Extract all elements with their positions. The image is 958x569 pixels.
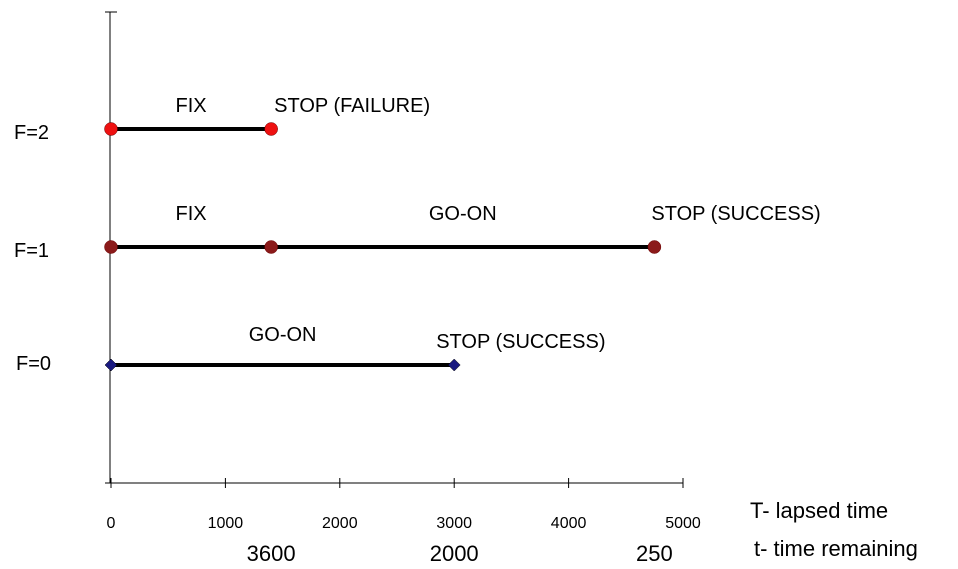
row-label: F=1: [14, 240, 49, 262]
circle-marker: [104, 240, 118, 254]
diamond-marker: [447, 358, 461, 372]
endpoint-label: STOP (FAILURE): [274, 95, 430, 117]
endpoint-label: STOP (SUCCESS): [436, 331, 605, 353]
row-f-2: F=2 FIX STOP (FAILURE): [14, 95, 430, 144]
row-f-1: F=1 FIX GO-ON STOP (SUCCESS): [14, 203, 821, 262]
circle-marker: [647, 240, 662, 254]
x-tick-label: 5000: [665, 515, 701, 532]
segment-label: FIX: [176, 95, 207, 117]
row-label: F=2: [14, 122, 49, 144]
row-label: F=0: [16, 353, 51, 375]
time-remaining-label: 250: [636, 541, 673, 566]
x-tick-label: 0: [107, 515, 116, 532]
x-axis-title: T- lapsed time: [750, 498, 888, 523]
segment-label: GO-ON: [429, 203, 497, 225]
secondary-ticks: 3600 2000 250: [247, 541, 673, 566]
time-remaining-label: 2000: [430, 541, 479, 566]
segment-label: FIX: [176, 203, 207, 225]
secondary-axis-title: t- time remaining: [754, 536, 918, 561]
x-tick-label: 4000: [551, 515, 587, 532]
row-f-0: F=0 GO-ON STOP (SUCCESS): [16, 324, 605, 375]
circle-marker: [264, 122, 278, 136]
x-tick-label: 3000: [436, 515, 472, 532]
circle-marker: [264, 240, 278, 254]
rows: F=2 FIX STOP (FAILURE) F=1 FIX GO-ON STOP (SUC…: [14, 95, 821, 375]
endpoint-label: STOP (SUCCESS): [651, 203, 820, 225]
diamond-marker: [104, 358, 118, 372]
circle-marker: [104, 122, 118, 136]
time-remaining-label: 3600: [247, 541, 296, 566]
segment-label: GO-ON: [249, 324, 317, 346]
x-tick-label: 2000: [322, 515, 358, 532]
x-ticks: 0 1000 2000 3000 4000 5000: [107, 478, 701, 532]
x-tick-label: 1000: [208, 515, 244, 532]
